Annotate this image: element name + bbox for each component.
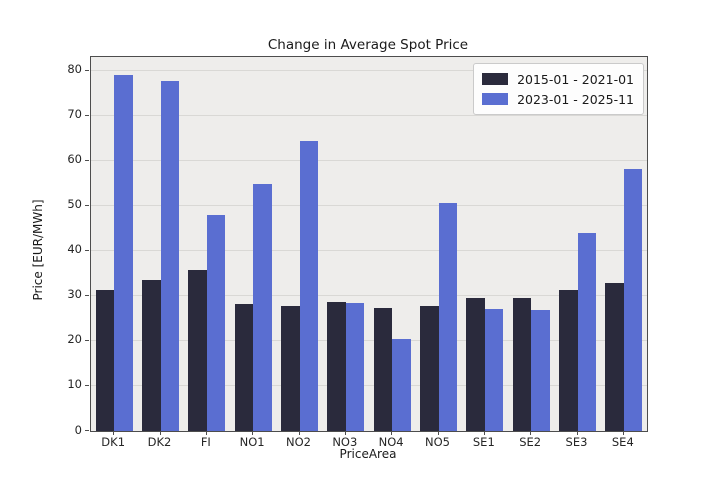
y-tick-mark xyxy=(85,430,89,432)
bar-fi-series1 xyxy=(206,214,226,431)
x-tick-label: DK2 xyxy=(147,435,172,449)
legend-label: 2015-01 - 2021-01 xyxy=(517,71,634,87)
bar-no5-series0 xyxy=(420,306,439,431)
x-tick-label: SE4 xyxy=(611,435,634,449)
x-tick-label: SE2 xyxy=(519,435,542,449)
gridline xyxy=(91,205,647,207)
y-tick-label: 20 xyxy=(67,332,82,347)
gridline xyxy=(91,70,647,72)
bar-dk2-series1 xyxy=(160,81,179,431)
plot-area: 2015-01 - 2021-01 2023-01 - 2025-11 xyxy=(90,56,648,432)
bar-se1-series1 xyxy=(484,308,504,431)
bar-no3-series1 xyxy=(345,303,365,431)
x-tick-mark xyxy=(252,431,254,435)
x-tick-mark xyxy=(113,431,115,435)
bar-se3-series0 xyxy=(559,290,578,431)
bar-se4-series1 xyxy=(623,169,643,431)
y-tick-label: 60 xyxy=(67,152,82,167)
y-tick-label: 80 xyxy=(67,62,82,77)
y-tick-label: 0 xyxy=(74,422,82,437)
x-tick-label: NO1 xyxy=(239,435,265,449)
x-tick-label: NO3 xyxy=(332,435,358,449)
bar-dk1-series1 xyxy=(114,75,133,431)
gridline xyxy=(91,385,647,387)
y-tick-label: 70 xyxy=(67,107,82,122)
bar-no4-series0 xyxy=(373,308,393,431)
y-tick-mark xyxy=(85,339,89,342)
x-axis-label: PriceArea xyxy=(339,447,397,461)
bar-no4-series1 xyxy=(392,339,411,431)
legend-label: 2023-01 - 2025-11 xyxy=(517,91,634,107)
gridline xyxy=(91,340,647,342)
legend: 2015-01 - 2021-01 2023-01 - 2025-11 xyxy=(473,63,644,115)
bar-no5-series1 xyxy=(438,203,457,431)
x-tick-mark xyxy=(159,431,161,435)
legend-swatch-1 xyxy=(482,93,509,105)
y-tick-label: 10 xyxy=(67,377,82,392)
bar-se3-series1 xyxy=(577,232,596,431)
y-tick-mark xyxy=(85,384,89,387)
x-tick-label: NO2 xyxy=(286,435,311,449)
legend-item: 2015-01 - 2021-01 xyxy=(482,69,634,89)
bar-dk1-series0 xyxy=(95,289,115,431)
chart-title: Change in Average Spot Price xyxy=(267,37,469,53)
x-tick-mark xyxy=(391,431,393,435)
gridline xyxy=(91,250,647,252)
legend-item: 2023-01 - 2025-11 xyxy=(482,89,634,109)
y-tick-mark xyxy=(85,204,89,206)
bar-dk2-series0 xyxy=(142,279,161,431)
gridline xyxy=(91,295,647,297)
x-tick-mark xyxy=(622,431,625,435)
x-tick-label: SE1 xyxy=(472,435,495,449)
y-tick-mark xyxy=(85,249,89,251)
y-tick-label: 40 xyxy=(67,242,82,257)
x-tick-mark xyxy=(298,431,300,435)
bar-se4-series0 xyxy=(605,283,624,431)
y-tick-mark xyxy=(85,159,89,161)
y-tick-mark xyxy=(85,294,89,296)
x-tick-label: NO4 xyxy=(378,435,404,449)
bar-se2-series1 xyxy=(531,310,550,431)
bar-no1-series1 xyxy=(253,184,272,431)
x-tick-mark xyxy=(483,431,486,435)
bar-no1-series0 xyxy=(234,304,254,431)
bar-se1-series0 xyxy=(466,297,485,431)
x-tick-label: FI xyxy=(200,435,211,449)
x-tick-label: SE3 xyxy=(565,435,588,449)
x-tick-label: NO5 xyxy=(425,435,450,449)
gridline xyxy=(91,115,647,117)
x-tick-label: DK1 xyxy=(101,435,126,449)
bar-no2-series0 xyxy=(281,305,300,431)
y-tick-label: 30 xyxy=(67,287,82,302)
x-tick-mark xyxy=(530,431,532,435)
y-tick-mark xyxy=(85,114,89,116)
bar-fi-series0 xyxy=(188,269,207,431)
x-tick-mark xyxy=(205,431,208,435)
y-tick-mark xyxy=(85,69,89,71)
x-tick-mark xyxy=(576,431,578,435)
bar-no3-series0 xyxy=(327,301,346,431)
bar-se2-series0 xyxy=(512,297,532,431)
legend-swatch-0 xyxy=(482,73,509,85)
gridline xyxy=(91,160,647,162)
x-tick-mark xyxy=(344,431,347,435)
y-tick-label: 50 xyxy=(67,197,82,212)
x-tick-mark xyxy=(437,431,439,435)
bar-no2-series1 xyxy=(299,141,318,431)
